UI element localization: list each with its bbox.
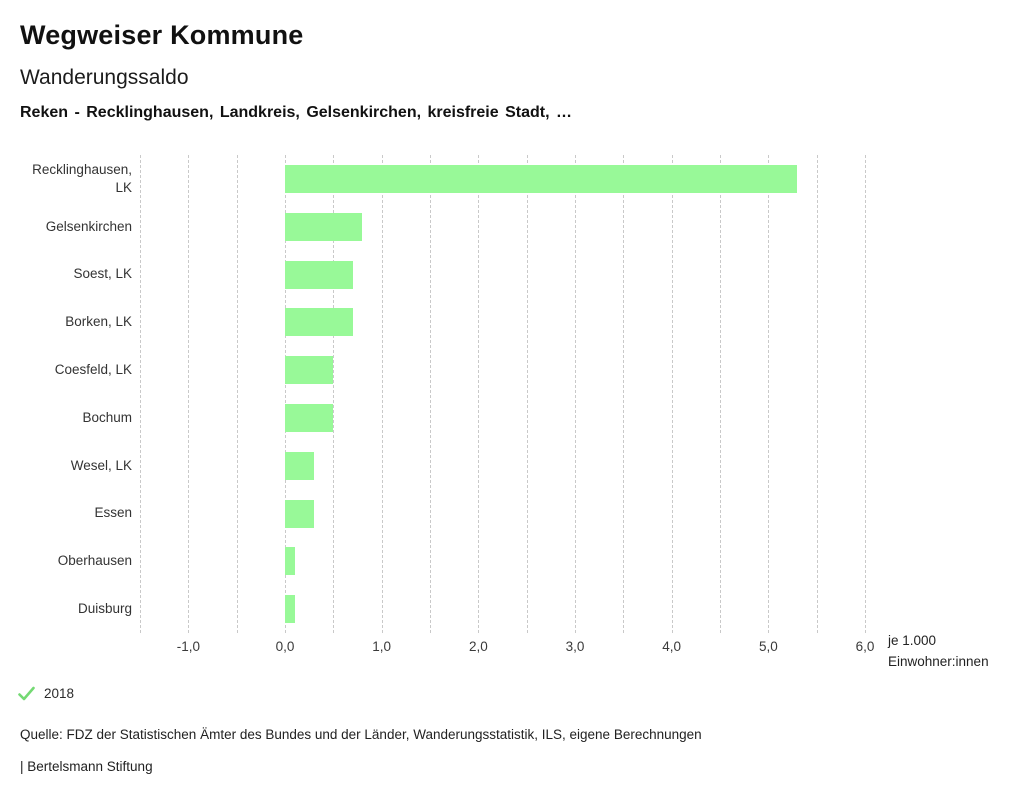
bar-Soest, LK[interactable] xyxy=(285,260,353,289)
region-subtitle: Reken - Recklinghausen, Landkreis, Gelse… xyxy=(20,104,572,121)
gridline xyxy=(333,155,335,633)
gridline xyxy=(575,155,576,633)
axis-unit-line2: Einwohner:innen xyxy=(888,654,989,669)
gridline xyxy=(720,155,721,633)
brand-note: | Bertelsmann Stiftung xyxy=(20,759,153,774)
gridline xyxy=(140,155,141,633)
category-label: Coesfeld, LK xyxy=(54,362,132,378)
gridline xyxy=(623,155,625,633)
x-tick-label: 5,0 xyxy=(758,639,778,654)
axis-unit-label: je 1.000 Einwohner:innen xyxy=(888,630,989,672)
gridline xyxy=(526,155,528,633)
gridline xyxy=(768,155,770,633)
gridline xyxy=(381,155,383,633)
axis-unit-line1: je 1.000 xyxy=(888,633,937,648)
gridline xyxy=(285,155,286,633)
gridline xyxy=(478,155,480,633)
bar-Oberhausen[interactable] xyxy=(285,547,295,576)
gridline xyxy=(430,155,431,633)
x-tick-label: 6,0 xyxy=(855,639,875,654)
category-label: Essen xyxy=(94,505,132,521)
bar-Essen[interactable] xyxy=(285,499,314,528)
bar-Bochum[interactable] xyxy=(285,403,334,432)
x-tick-label: 2,0 xyxy=(468,639,488,654)
bar-Wesel, LK[interactable] xyxy=(285,451,314,480)
category-label: Bochum xyxy=(82,409,132,425)
x-tick-label: 3,0 xyxy=(565,639,585,654)
x-tick-label: 0,0 xyxy=(275,639,295,654)
category-label: Recklinghausen, LK xyxy=(32,161,132,195)
category-label: Oberhausen xyxy=(57,553,132,569)
bar-Duisburg[interactable] xyxy=(285,595,295,624)
legend-year-toggle[interactable]: 2018 xyxy=(18,686,74,701)
app-title: Wegweiser Kommune xyxy=(20,20,304,50)
bar-Borken, LK[interactable] xyxy=(285,308,353,337)
gridline xyxy=(816,155,818,633)
legend-year-label: 2018 xyxy=(44,686,75,701)
indicator-title: Wanderungssaldo xyxy=(20,66,189,89)
gridline xyxy=(865,155,866,633)
category-axis: Recklinghausen, LK Gelsenkirchen Soest, LK… xyxy=(20,155,132,633)
x-tick-label: 1,0 xyxy=(372,639,392,654)
bar-Gelsenkirchen[interactable] xyxy=(285,212,363,241)
x-tick-label: 4,0 xyxy=(662,639,682,654)
category-label: Duisburg xyxy=(77,601,132,617)
checkmark-icon xyxy=(18,686,35,701)
bar-Recklinghausen, LK[interactable] xyxy=(285,164,798,193)
plot-area xyxy=(140,155,866,633)
category-label: Soest, LK xyxy=(73,266,132,282)
bar-Coesfeld, LK[interactable] xyxy=(285,356,334,385)
gridline xyxy=(236,155,238,633)
gridline xyxy=(671,155,673,633)
category-label: Gelsenkirchen xyxy=(45,218,132,234)
x-tick-label: -1,0 xyxy=(176,639,200,654)
value-axis: -1,0 0,0 1,0 2,0 3,0 4,0 5,0 6,0 xyxy=(140,639,875,659)
gridline xyxy=(188,155,190,633)
category-label: Wesel, LK xyxy=(70,457,132,473)
source-note: Quelle: FDZ der Statistischen Ämter des … xyxy=(20,727,702,742)
category-label: Borken, LK xyxy=(65,314,132,330)
